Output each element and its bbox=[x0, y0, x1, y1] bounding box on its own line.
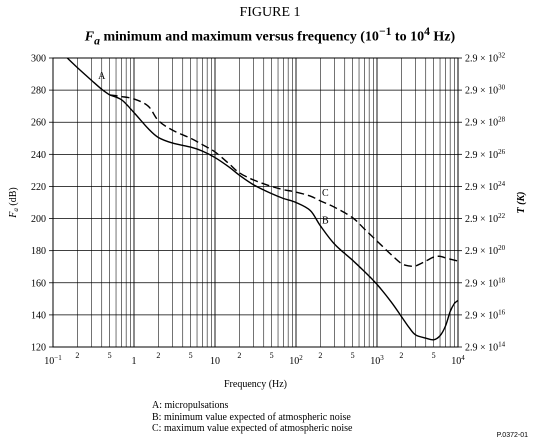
y-tick-label: 280 bbox=[31, 86, 46, 97]
y2-tick-label: 2.9 × 1024 bbox=[465, 180, 506, 193]
plot-frame bbox=[52, 57, 459, 348]
series-line-c bbox=[109, 94, 459, 268]
x-minor-tick-label: 5 bbox=[108, 351, 112, 360]
y2-tick-label: 2.9 × 1028 bbox=[465, 116, 506, 129]
x-minor-tick-label: 2 bbox=[318, 351, 322, 360]
x-tick-label: 10−1 bbox=[44, 354, 62, 367]
curve-label-a: A bbox=[98, 71, 106, 82]
curve-label-b: B bbox=[322, 215, 329, 226]
chart-title: Fa minimum and maximum versus frequency … bbox=[0, 25, 540, 47]
series-line-a bbox=[66, 57, 111, 96]
y-tick-label: 180 bbox=[31, 246, 46, 257]
y-tick-label: 240 bbox=[31, 150, 46, 161]
y-tick-label: 260 bbox=[31, 118, 46, 129]
y-tick-label: 220 bbox=[31, 182, 46, 193]
x-axis-label: Frequency (Hz) bbox=[224, 379, 287, 390]
x-tick-label: 1 bbox=[132, 356, 137, 367]
legend-entry-a: A: micropulsations bbox=[152, 400, 229, 411]
legend: A: micropulsations B: minimum value expe… bbox=[152, 400, 353, 435]
y2-tick-label: 2.9 × 1016 bbox=[465, 308, 506, 321]
y-tick-label: 120 bbox=[31, 343, 46, 354]
y2-tick-label: 2.9 × 1018 bbox=[465, 276, 506, 289]
series-line-b bbox=[109, 94, 459, 341]
title-text-3: Hz) bbox=[429, 29, 456, 45]
x-minor-tick-label: 5 bbox=[270, 351, 274, 360]
y2-tick-label: 2.9 × 1032 bbox=[465, 52, 506, 65]
x-minor-tick-label: 2 bbox=[237, 351, 241, 360]
x-tick-label: 10 bbox=[210, 356, 220, 367]
legend-entry-c: C: maximum value expected of atmospheric… bbox=[152, 423, 353, 434]
x-tick-label: 104 bbox=[451, 354, 465, 367]
y2-tick-label: 2.9 × 1014 bbox=[465, 341, 506, 354]
x-minor-tick-label: 5 bbox=[432, 351, 436, 360]
title-symbol: F bbox=[84, 29, 95, 45]
x-minor-tick-label: 2 bbox=[156, 351, 160, 360]
figure-label: FIGURE 1 bbox=[239, 5, 301, 20]
y-tick-label: 200 bbox=[31, 214, 46, 225]
y2-tick-label: 2.9 × 1020 bbox=[465, 244, 506, 257]
x-tick-label: 102 bbox=[289, 354, 303, 367]
y2-axis-label: T (K) bbox=[516, 192, 527, 214]
chart-plot: 120 140 160 180 200 220 240 260 280 300 2.9 × 1014… bbox=[8, 52, 527, 391]
title-text-1: minimum and maximum versus frequency (10 bbox=[99, 29, 379, 45]
y-tick-label: 160 bbox=[31, 278, 46, 289]
curve-label-c: C bbox=[322, 188, 329, 199]
x-minor-tick-label: 2 bbox=[399, 351, 403, 360]
x-tick-label: 103 bbox=[370, 354, 384, 367]
y-tick-label: 140 bbox=[31, 310, 46, 321]
y2-tick-label: 2.9 × 1030 bbox=[465, 84, 506, 97]
figure-reference: P.0372-01 bbox=[496, 432, 528, 439]
title-exp-1: −1 bbox=[378, 25, 392, 38]
title-text-2: to 10 bbox=[391, 29, 425, 45]
y2-tick-label: 2.9 × 1022 bbox=[465, 212, 506, 225]
y-axis-label: Fa (dB) bbox=[8, 187, 20, 218]
title-exp-2: 4 bbox=[424, 25, 430, 38]
y-tick-label: 300 bbox=[31, 54, 46, 65]
title-subscript: a bbox=[94, 34, 100, 48]
y2-tick-label: 2.9 × 1026 bbox=[465, 148, 506, 161]
x-minor-tick-label: 2 bbox=[75, 351, 79, 360]
x-minor-tick-label: 5 bbox=[351, 351, 355, 360]
legend-entry-b: B: minimum value expected of atmospheric… bbox=[152, 411, 351, 423]
x-minor-tick-label: 5 bbox=[189, 351, 193, 360]
